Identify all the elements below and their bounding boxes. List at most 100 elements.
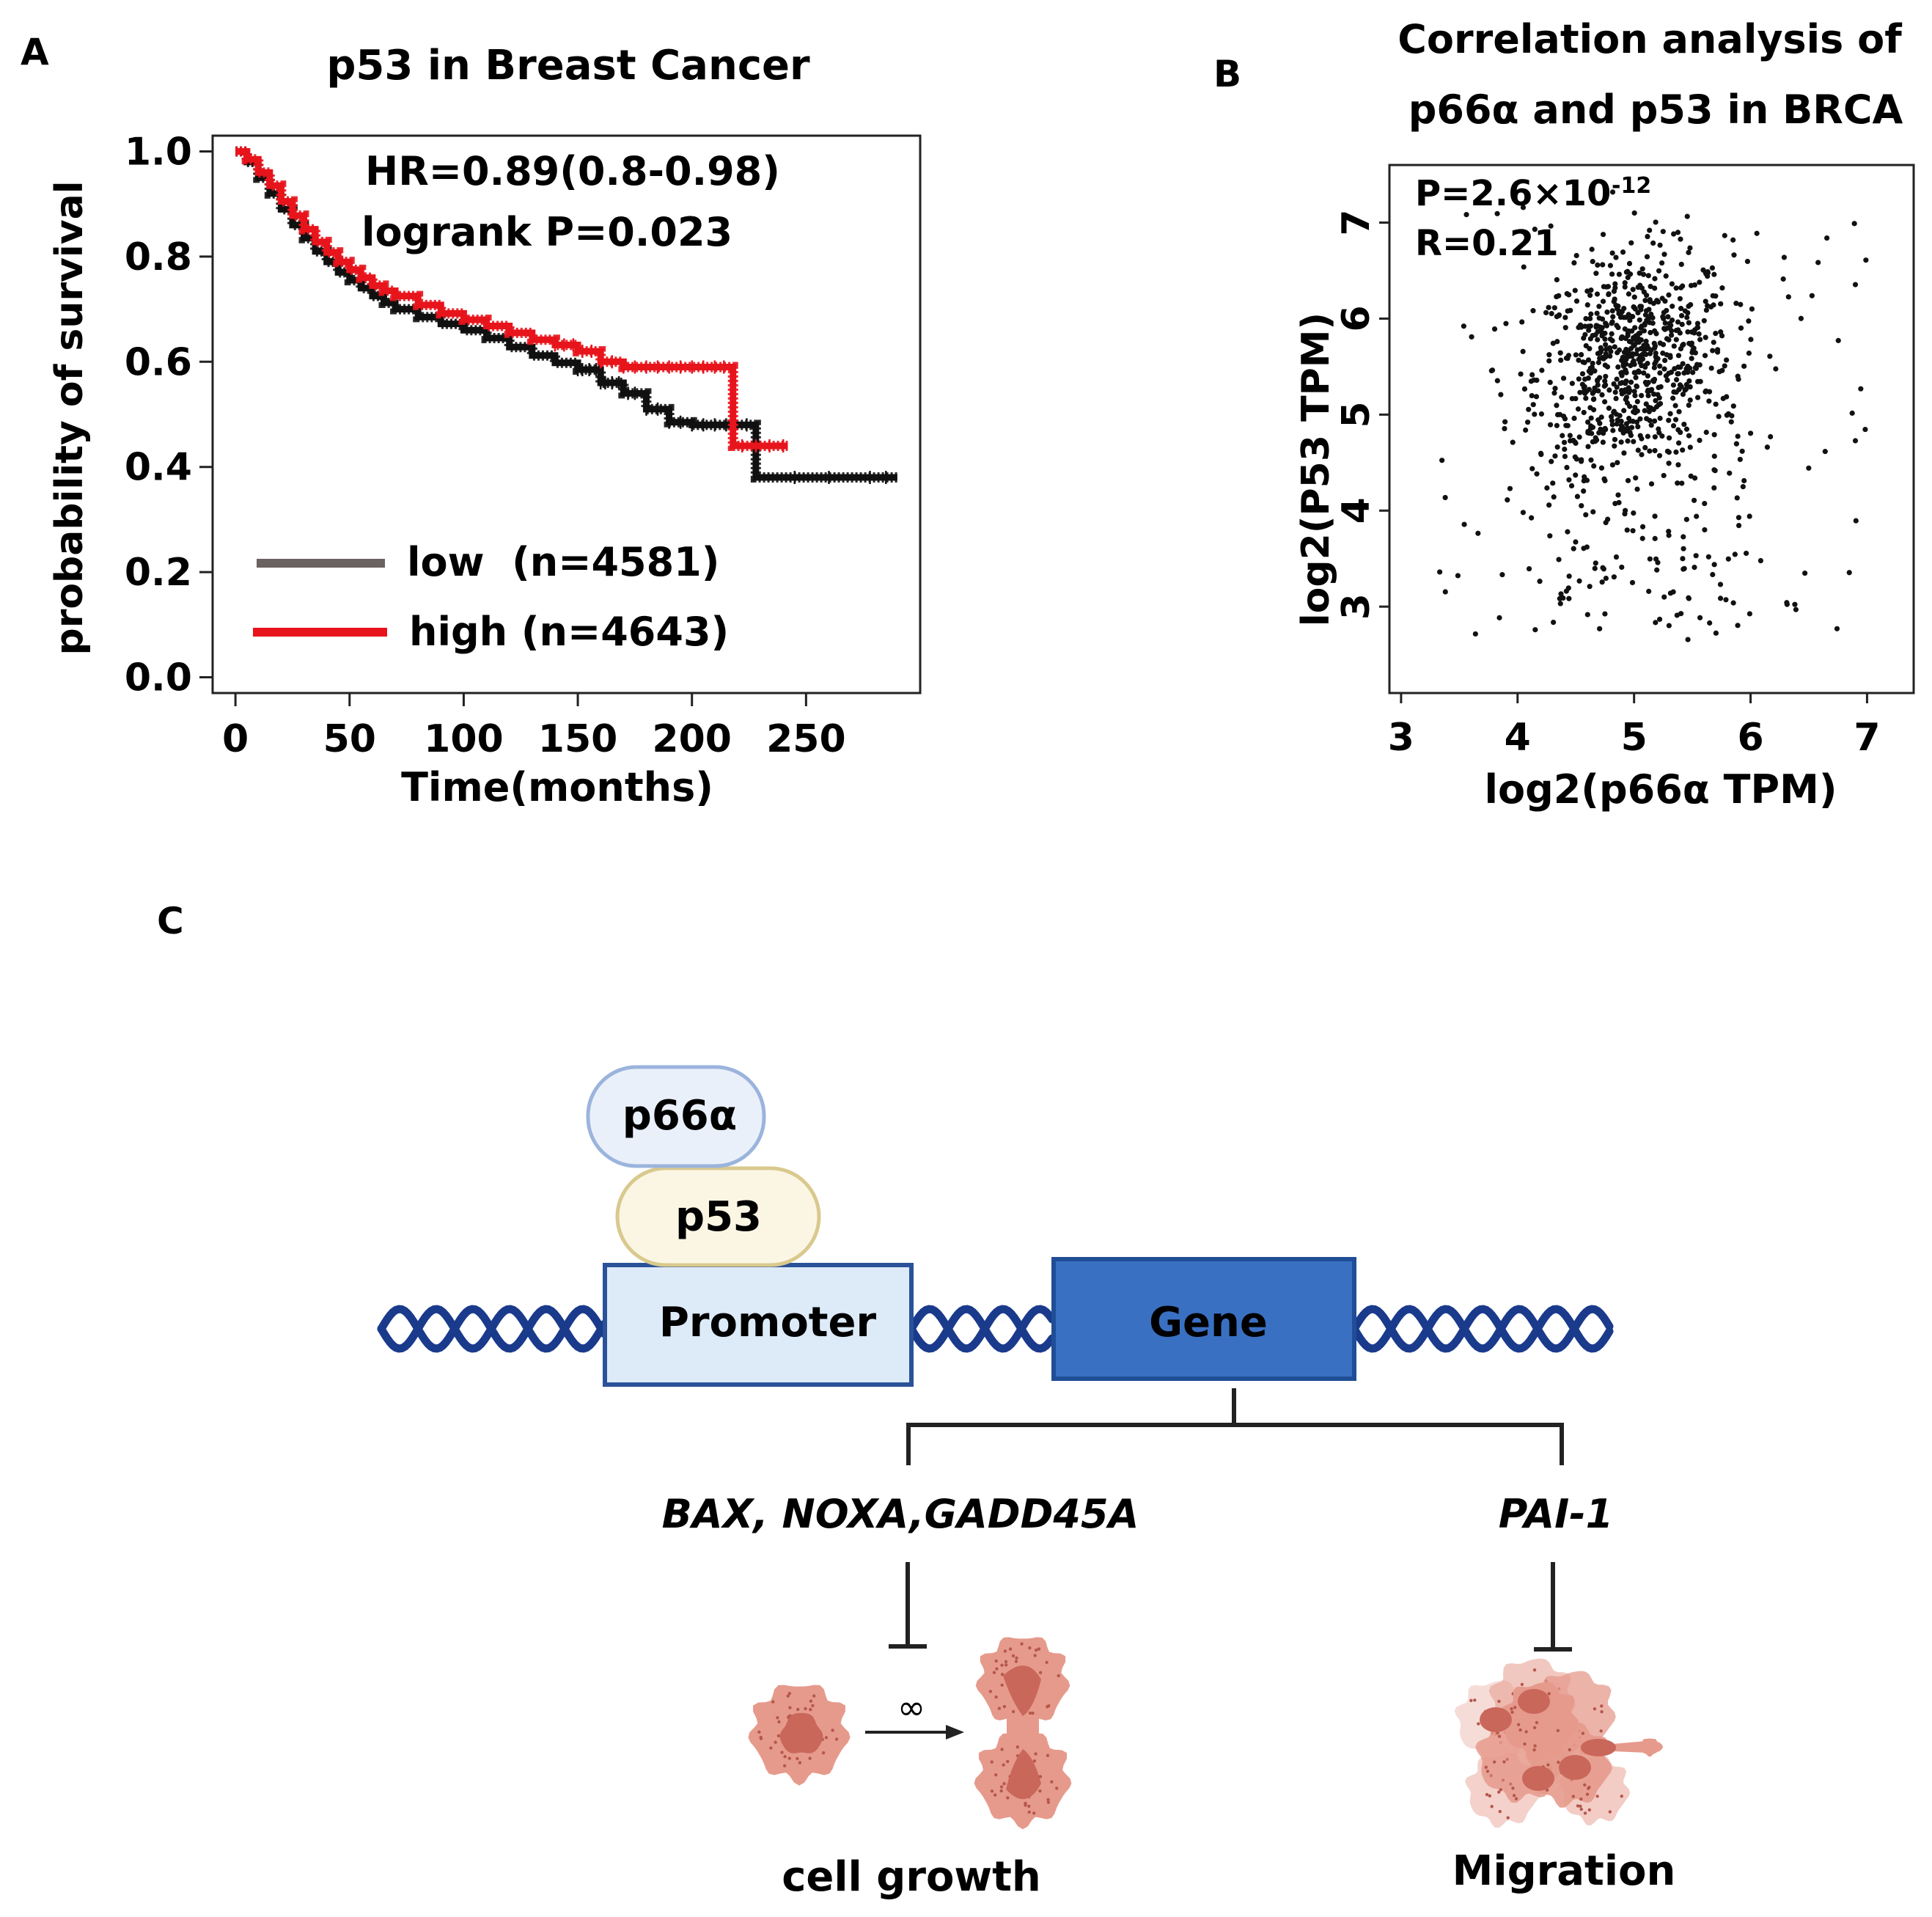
- scatter-point: [1670, 304, 1675, 309]
- scatter-point: [1595, 388, 1601, 394]
- inhibit-right-arrow: [1534, 1562, 1572, 1652]
- scatter-point: [1612, 501, 1618, 507]
- cell-granule: [798, 1761, 802, 1764]
- scatter-point: [1675, 353, 1682, 359]
- scatter-point: [1744, 258, 1751, 265]
- scatter-point: [1657, 340, 1663, 346]
- scatter-point: [1631, 304, 1637, 310]
- scatter-point: [1700, 267, 1706, 273]
- scatter-point: [1646, 408, 1652, 414]
- cell-granule: [1002, 1781, 1006, 1786]
- scatter-point: [1637, 433, 1643, 439]
- scatter-point: [1655, 356, 1661, 362]
- scatter-point: [1612, 443, 1617, 449]
- scatter-point: [1620, 363, 1626, 369]
- scatter-point: [1463, 212, 1469, 218]
- scatter-point: [1615, 350, 1620, 356]
- scatter-point: [1666, 450, 1672, 455]
- scatter-point: [1573, 352, 1579, 358]
- scatter-point: [1590, 425, 1596, 430]
- cell-granule: [1003, 1649, 1007, 1653]
- scatter-point: [1716, 369, 1722, 375]
- scatter-point: [1601, 399, 1608, 405]
- scatter-point: [1499, 572, 1505, 578]
- scatter-point: [1663, 273, 1669, 279]
- scatter-point: [1693, 553, 1699, 559]
- scatter-point: [1547, 533, 1553, 539]
- scatter-point: [1652, 328, 1658, 334]
- cell-granule: [1583, 1811, 1587, 1815]
- scatter-point: [1711, 467, 1717, 473]
- scatter-x-tick-label: 5: [1621, 716, 1648, 760]
- scatter-point: [1597, 375, 1603, 381]
- scatter-point: [1568, 483, 1575, 488]
- scatter-point: [1702, 353, 1708, 359]
- scatter-point: [1498, 392, 1504, 397]
- scatter-point: [1634, 419, 1640, 425]
- scatter-point: [1688, 301, 1694, 308]
- scatter-point: [1590, 509, 1596, 515]
- scatter-point: [1639, 535, 1645, 541]
- scatter-point: [1619, 357, 1625, 364]
- scatter-point: [1659, 433, 1665, 439]
- scatter-point: [1697, 337, 1703, 342]
- scatter-point: [1834, 626, 1840, 631]
- scatter-point: [1686, 403, 1692, 408]
- scatter-point: [1566, 292, 1572, 298]
- scatter-point: [1612, 285, 1618, 291]
- scatter-point: [1653, 351, 1659, 356]
- scatter-point: [1711, 562, 1717, 568]
- scatter-point: [1554, 276, 1560, 283]
- cell-granule: [1489, 1773, 1493, 1778]
- scatter-point: [1632, 325, 1638, 331]
- km-y-label: probability of survival: [48, 180, 92, 655]
- scatter-point: [1683, 426, 1690, 432]
- km-y-tick-label: 0.6: [125, 340, 192, 384]
- scatter-point: [1587, 584, 1593, 590]
- scatter-point: [1686, 249, 1692, 255]
- scatter-point: [1582, 331, 1588, 337]
- scatter-point: [1687, 245, 1693, 251]
- scatter-point: [1657, 363, 1663, 369]
- scatter-point: [1585, 375, 1591, 381]
- scatter-point: [1645, 389, 1650, 395]
- scatter-point: [1730, 600, 1736, 606]
- scatter-point: [1688, 282, 1694, 288]
- dna-strand: [907, 1305, 1057, 1353]
- p53-protein: [615, 1166, 821, 1267]
- scatter-point: [1686, 433, 1692, 439]
- scatter-title-line1: Correlation analysis of: [1397, 16, 1902, 62]
- scatter-point: [1637, 359, 1643, 365]
- scatter-point: [1851, 221, 1857, 227]
- scatter-point: [1746, 611, 1752, 617]
- scatter-point: [1606, 291, 1612, 298]
- scatter-point: [1630, 314, 1636, 320]
- scatter-point: [1735, 623, 1741, 628]
- scatter-point: [1600, 439, 1606, 445]
- scatter-point: [1557, 350, 1563, 356]
- scatter-point: [1664, 336, 1670, 342]
- scatter-point: [1574, 494, 1581, 499]
- scatter-point: [1711, 453, 1717, 459]
- scatter-point: [1605, 284, 1612, 290]
- scatter-point: [1639, 452, 1645, 458]
- dividing-cell-icon: [974, 1637, 1072, 1830]
- scatter-point: [1624, 527, 1630, 533]
- scatter-point: [1666, 532, 1672, 538]
- scatter-point: [1573, 472, 1579, 478]
- cell-granule: [1000, 1683, 1004, 1687]
- scatter-point: [1716, 414, 1722, 419]
- scatter-point: [1571, 546, 1576, 551]
- scatter-point: [1552, 386, 1558, 392]
- cell-granule: [1011, 1709, 1015, 1714]
- promoter-label: Promoter: [659, 1299, 877, 1346]
- scatter-point: [1708, 365, 1714, 371]
- scatter-point: [1532, 627, 1538, 633]
- scatter-point: [1606, 406, 1612, 411]
- scatter-point: [1539, 367, 1545, 373]
- cell-nucleus: [779, 1712, 823, 1753]
- scatter-point: [1689, 350, 1695, 356]
- scatter-point: [1631, 210, 1637, 216]
- cell-granule: [759, 1737, 763, 1740]
- scatter-point: [1690, 370, 1696, 375]
